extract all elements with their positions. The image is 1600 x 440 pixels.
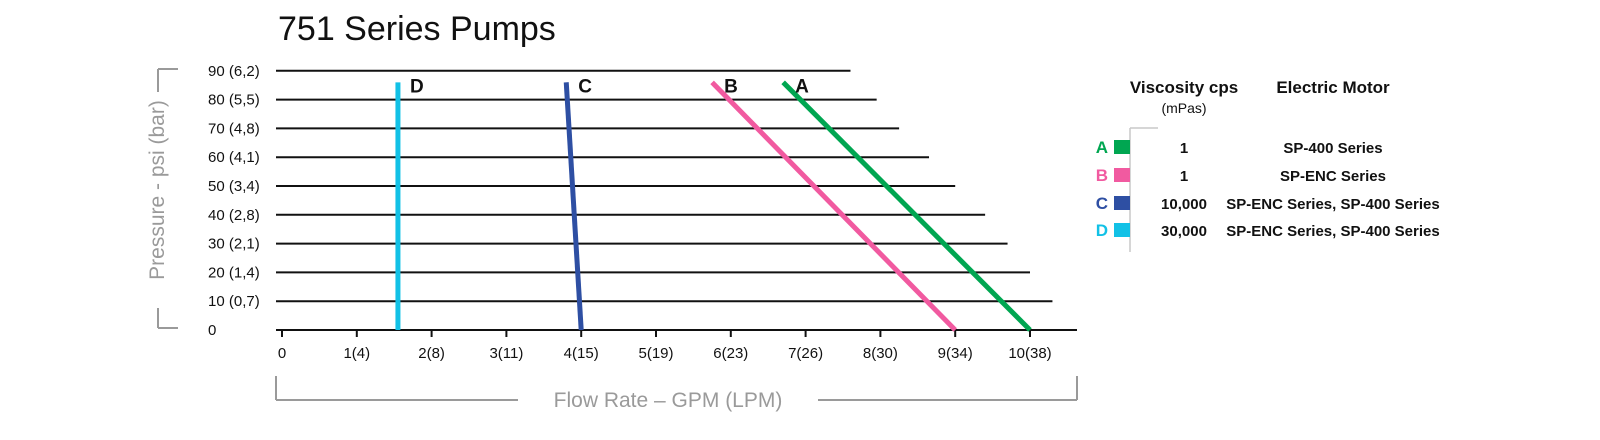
legend-motor-value: SP-ENC Series, SP-400 Series xyxy=(1226,196,1439,213)
series-lines: A B C D xyxy=(395,76,1032,332)
x-tick-label: 3(11) xyxy=(489,345,523,362)
legend-motor-value: SP-ENC Series, SP-400 Series xyxy=(1226,223,1439,240)
x-tick-label: 2(8) xyxy=(418,345,445,362)
y-axis-bracket xyxy=(157,68,178,329)
legend-viscosity-unit: (mPas) xyxy=(1161,100,1206,116)
y-tick-label: 40 (2,8) xyxy=(208,207,260,224)
chart-title: 751 Series Pumps xyxy=(278,10,556,48)
y-tick-label: 30 (2,1) xyxy=(208,236,260,253)
x-tick-label: 9(34) xyxy=(938,345,973,362)
legend-letter-b: B xyxy=(1096,166,1108,185)
legend-viscosity-value: 30,000 xyxy=(1161,223,1207,240)
legend-letter-d: D xyxy=(1096,221,1108,240)
x-tick-label: 5(19) xyxy=(638,345,673,362)
x-axis-label: Flow Rate – GPM (LPM) xyxy=(554,389,783,412)
series-line-b xyxy=(710,80,957,332)
x-tick-label: 4(15) xyxy=(564,345,599,362)
series-line-a xyxy=(781,80,1032,332)
legend-motor-header: Electric Motor xyxy=(1276,78,1390,97)
x-tick-label: 10(38) xyxy=(1008,345,1051,362)
legend-motor-value: SP-400 Series xyxy=(1283,140,1382,157)
x-tick-label: 7(26) xyxy=(788,345,823,362)
y-tick-labels: 0 10 (0,7) 20 (1,4) 30 (2,1) 40 (2,8) 50 (3,4… xyxy=(208,63,260,339)
series-label-d: D xyxy=(410,76,424,97)
legend-viscosity-value: 1 xyxy=(1180,168,1188,185)
legend-viscosity-header: Viscosity cps xyxy=(1130,78,1238,97)
legend-swatch-b xyxy=(1114,168,1130,182)
x-axis: 0 1(4) 2(8) 3(11) 4(15) 5(19) 6(23) 7(26) 8(30) 9… xyxy=(276,329,1077,362)
legend-letter-a: A xyxy=(1096,138,1108,157)
x-tick-label: 1(4) xyxy=(343,345,370,362)
series-label-a: A xyxy=(795,76,809,97)
legend-swatch-c xyxy=(1114,196,1130,210)
y-tick-label: 60 (4,1) xyxy=(208,149,260,166)
series-line-c xyxy=(563,82,584,331)
y-tick-label: 10 (0,7) xyxy=(208,293,260,310)
y-axis-label: Pressure - psi (bar) xyxy=(146,100,169,280)
legend-viscosity-value: 1 xyxy=(1180,140,1188,157)
x-tick-label: 6(23) xyxy=(713,345,748,362)
series-label-b: B xyxy=(724,76,738,97)
series-label-c: C xyxy=(578,76,592,97)
legend: Viscosity cps (mPas) Electric Motor A 1 SP-40… xyxy=(1096,78,1440,252)
legend-swatch-a xyxy=(1114,140,1130,154)
legend-motor-value: SP-ENC Series xyxy=(1280,168,1386,185)
y-tick-label: 0 xyxy=(208,322,216,339)
y-tick-label: 20 (1,4) xyxy=(208,264,260,281)
x-tick-label: 0 xyxy=(278,345,286,362)
legend-letter-c: C xyxy=(1096,194,1108,213)
legend-viscosity-value: 10,000 xyxy=(1161,196,1207,213)
y-tick-label: 90 (6,2) xyxy=(208,63,260,80)
x-tick-label: 8(30) xyxy=(863,345,898,362)
legend-swatch-d xyxy=(1114,223,1130,237)
y-tick-label: 80 (5,5) xyxy=(208,92,260,109)
y-tick-label: 70 (4,8) xyxy=(208,120,260,137)
x-axis-bracket xyxy=(275,376,1078,401)
y-tick-label: 50 (3,4) xyxy=(208,178,260,195)
gridlines xyxy=(276,69,1053,303)
